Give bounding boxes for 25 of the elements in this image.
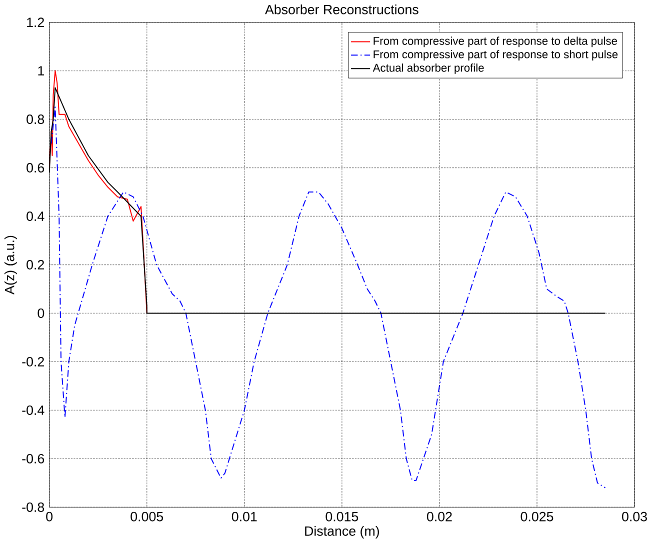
y-tick-label: 0 [38,308,44,318]
x-axis-title: Distance (m) [305,526,379,538]
legend-label: Actual absorber profile [372,64,484,74]
x-tick-label: 0.02 [426,512,452,522]
y-tick-label: 1 [38,66,44,76]
y-tick-label: 0.8 [26,114,44,124]
x-tick-label: 0.005 [130,512,164,522]
y-tick-label: 0.2 [26,260,44,270]
y-tick-label: -0.2 [22,357,44,366]
x-tick-label: 0.03 [622,512,647,522]
legend-label: From compressive part of response to delta pulse [374,36,617,48]
y-tick-label: -0.4 [22,406,44,415]
x-tick-label: 0.01 [232,512,257,522]
legend-label: From compressive part of response to short pulse [374,50,618,61]
x-tick-label: 0 [46,512,53,522]
y-tick-label: -0.6 [22,454,44,464]
x-tick-label: 0.025 [520,512,554,522]
x-tick-label: 0.015 [326,512,358,522]
line-series [50,106,606,488]
chart-title: Absorber Reconstructions [265,4,418,14]
y-tick-label: 0.6 [26,163,44,173]
y-tick-label: 1.2 [27,18,44,27]
y-tick-label: 0.4 [26,212,44,222]
y-axis-title: A(z) (a.u.) [4,236,17,294]
y-tick-label: -0.8 [22,502,44,512]
